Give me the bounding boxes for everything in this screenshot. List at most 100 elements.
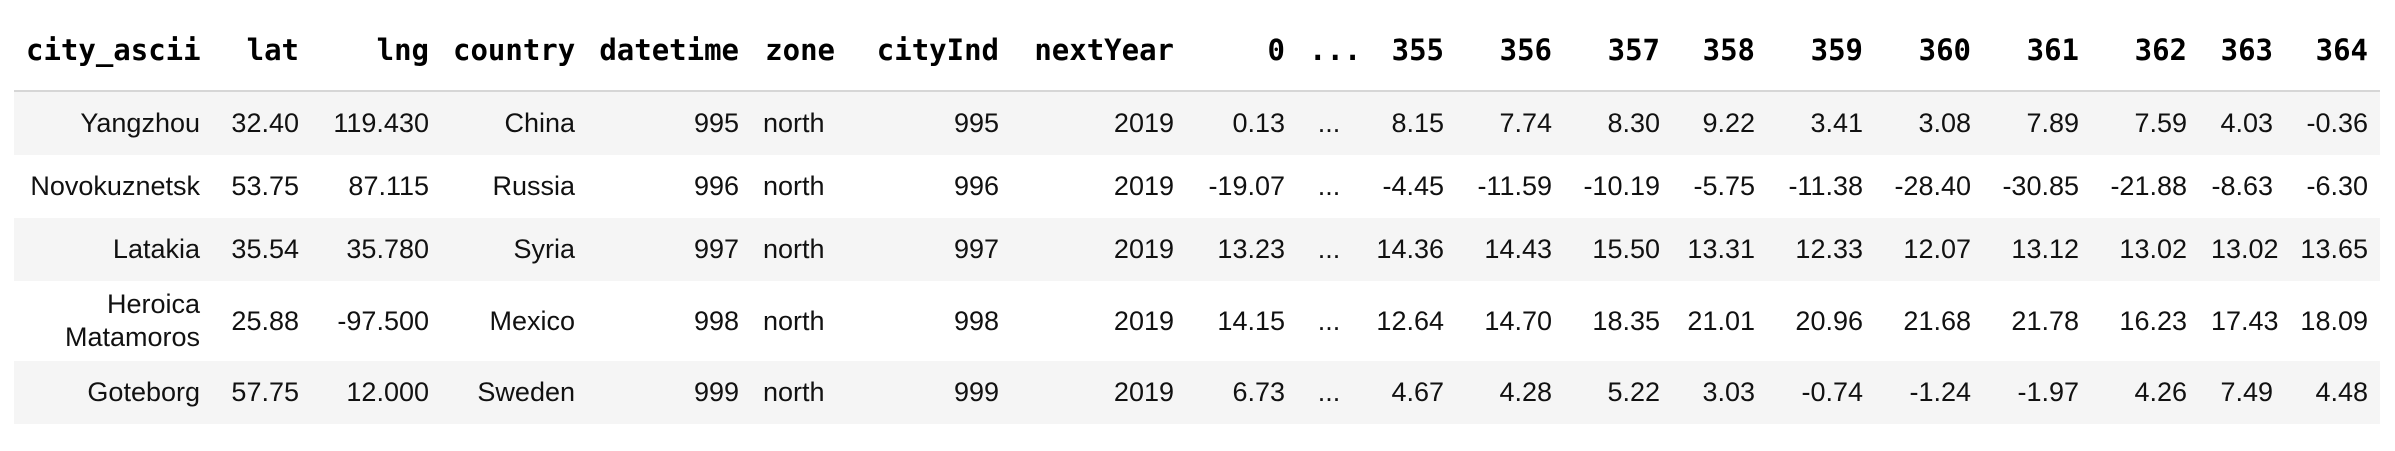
- cell-lng: 119.430: [311, 91, 441, 155]
- cell-city-ascii: Goteborg: [14, 361, 212, 424]
- cell-362: -21.88: [2091, 155, 2199, 218]
- table-row: Goteborg 57.75 12.000 Sweden 999 north 999 2019…: [14, 361, 2380, 424]
- cell-lat: 25.88: [212, 281, 311, 361]
- cell-359: -0.74: [1767, 361, 1875, 424]
- cell-lng: 35.780: [311, 218, 441, 281]
- cell-lng: 87.115: [311, 155, 441, 218]
- cell-0: -19.07: [1186, 155, 1297, 218]
- cell-cityind: 997: [847, 218, 1011, 281]
- cell-356: -11.59: [1456, 155, 1564, 218]
- cell-datetime: 998: [587, 281, 751, 361]
- cell-364: 4.48: [2285, 361, 2380, 424]
- column-header-363: 363: [2199, 10, 2285, 92]
- cell-0: 0.13: [1186, 91, 1297, 155]
- cell-359: 20.96: [1767, 281, 1875, 361]
- table-row: Novokuznetsk 53.75 87.115 Russia 996 north 996…: [14, 155, 2380, 218]
- column-header-lng: lng: [311, 10, 441, 92]
- cell-ellipsis: ...: [1297, 281, 1361, 361]
- cell-358: 9.22: [1672, 91, 1767, 155]
- column-header-0: 0: [1186, 10, 1297, 92]
- column-header-ellipsis: ...: [1297, 10, 1361, 92]
- column-header-lat: lat: [212, 10, 311, 92]
- column-header-nextyear: nextYear: [1011, 10, 1186, 92]
- cell-358: 13.31: [1672, 218, 1767, 281]
- cell-city-ascii: Latakia: [14, 218, 212, 281]
- header-row: city_ascii lat lng country datetime zone…: [14, 10, 2380, 92]
- cell-356: 4.28: [1456, 361, 1564, 424]
- cell-362: 7.59: [2091, 91, 2199, 155]
- cell-country: Sweden: [441, 361, 587, 424]
- cell-361: -1.97: [1983, 361, 2091, 424]
- column-header-355: 355: [1361, 10, 1456, 92]
- cell-country: Russia: [441, 155, 587, 218]
- cell-359: 12.33: [1767, 218, 1875, 281]
- cell-355: 8.15: [1361, 91, 1456, 155]
- cell-364: 13.65: [2285, 218, 2380, 281]
- table-row: Yangzhou 32.40 119.430 China 995 north 995 2019…: [14, 91, 2380, 155]
- table-header: city_ascii lat lng country datetime zone…: [14, 10, 2380, 92]
- cell-datetime: 995: [587, 91, 751, 155]
- column-header-360: 360: [1875, 10, 1983, 92]
- cell-lng: -97.500: [311, 281, 441, 361]
- cell-357: 18.35: [1564, 281, 1672, 361]
- cell-357: -10.19: [1564, 155, 1672, 218]
- cell-0: 6.73: [1186, 361, 1297, 424]
- cell-0: 13.23: [1186, 218, 1297, 281]
- cell-zone: north: [751, 218, 847, 281]
- cell-357: 5.22: [1564, 361, 1672, 424]
- cell-city-ascii: Novokuznetsk: [14, 155, 212, 218]
- cell-357: 8.30: [1564, 91, 1672, 155]
- cell-zone: north: [751, 361, 847, 424]
- cell-360: -1.24: [1875, 361, 1983, 424]
- cell-cityind: 998: [847, 281, 1011, 361]
- cell-360: 3.08: [1875, 91, 1983, 155]
- cell-lat: 53.75: [212, 155, 311, 218]
- cell-363: -8.63: [2199, 155, 2285, 218]
- table-row: Latakia 35.54 35.780 Syria 997 north 997 2019 13…: [14, 218, 2380, 281]
- cell-city-ascii: Yangzhou: [14, 91, 212, 155]
- cell-zone: north: [751, 155, 847, 218]
- cell-datetime: 997: [587, 218, 751, 281]
- cell-356: 14.70: [1456, 281, 1564, 361]
- column-header-358: 358: [1672, 10, 1767, 92]
- cell-ellipsis: ...: [1297, 155, 1361, 218]
- column-header-364: 364: [2285, 10, 2380, 92]
- cell-355: 12.64: [1361, 281, 1456, 361]
- cell-city-ascii: Heroica Matamoros: [14, 281, 212, 361]
- cell-356: 14.43: [1456, 218, 1564, 281]
- column-header-356: 356: [1456, 10, 1564, 92]
- cell-363: 7.49: [2199, 361, 2285, 424]
- column-header-cityind: cityInd: [847, 10, 1011, 92]
- cell-lat: 32.40: [212, 91, 311, 155]
- cell-359: 3.41: [1767, 91, 1875, 155]
- cell-zone: north: [751, 91, 847, 155]
- cell-355: 14.36: [1361, 218, 1456, 281]
- cell-0: 14.15: [1186, 281, 1297, 361]
- cell-363: 17.43: [2199, 281, 2285, 361]
- cell-364: -6.30: [2285, 155, 2380, 218]
- cell-356: 7.74: [1456, 91, 1564, 155]
- cell-zone: north: [751, 281, 847, 361]
- cell-363: 4.03: [2199, 91, 2285, 155]
- cell-357: 15.50: [1564, 218, 1672, 281]
- cell-nextyear: 2019: [1011, 91, 1186, 155]
- cell-358: 3.03: [1672, 361, 1767, 424]
- cell-nextyear: 2019: [1011, 218, 1186, 281]
- cell-ellipsis: ...: [1297, 91, 1361, 155]
- column-header-362: 362: [2091, 10, 2199, 92]
- column-header-country: country: [441, 10, 587, 92]
- cell-lat: 57.75: [212, 361, 311, 424]
- column-header-datetime: datetime: [587, 10, 751, 92]
- cell-nextyear: 2019: [1011, 281, 1186, 361]
- cell-cityind: 999: [847, 361, 1011, 424]
- cell-ellipsis: ...: [1297, 218, 1361, 281]
- cell-360: 21.68: [1875, 281, 1983, 361]
- cell-country: Syria: [441, 218, 587, 281]
- cell-361: 13.12: [1983, 218, 2091, 281]
- cell-358: -5.75: [1672, 155, 1767, 218]
- cell-cityind: 995: [847, 91, 1011, 155]
- cell-datetime: 996: [587, 155, 751, 218]
- column-header-zone: zone: [751, 10, 847, 92]
- column-header-city-ascii: city_ascii: [14, 10, 212, 92]
- table-row: Heroica Matamoros 25.88 -97.500 Mexico 998 no…: [14, 281, 2380, 361]
